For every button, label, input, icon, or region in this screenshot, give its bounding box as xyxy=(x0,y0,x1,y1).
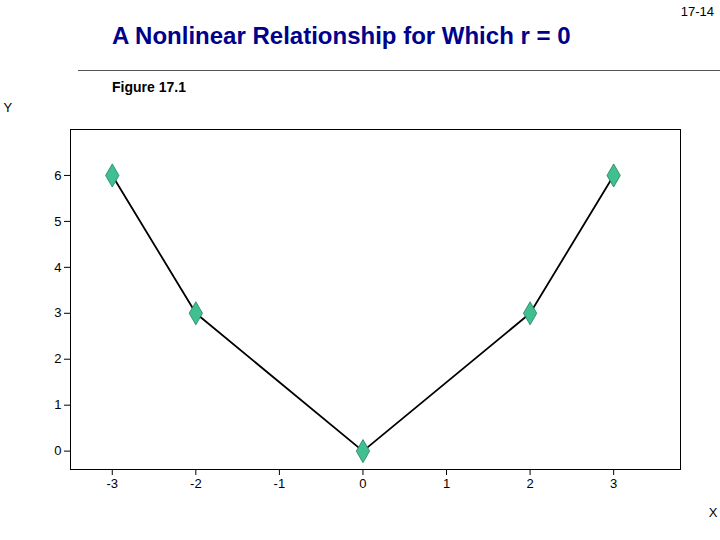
svg-text:1: 1 xyxy=(443,476,450,491)
svg-text:4: 4 xyxy=(54,259,61,274)
svg-text:3: 3 xyxy=(610,476,617,491)
svg-text:X: X xyxy=(709,505,718,520)
svg-text:0: 0 xyxy=(54,443,61,458)
svg-text:-2: -2 xyxy=(190,476,202,491)
svg-text:-1: -1 xyxy=(274,476,286,491)
svg-text:5: 5 xyxy=(54,214,61,229)
html-text:17-14: 17-14 xyxy=(680,4,714,19)
svg-text:1: 1 xyxy=(54,397,61,412)
html-text:A Nonlinear Relationship for W: A Nonlinear Relationship for Which r = 0 xyxy=(112,22,571,49)
html-text:Figure 17.1: Figure 17.1 xyxy=(112,79,186,95)
svg-text:Y: Y xyxy=(4,100,13,115)
svg-text:0: 0 xyxy=(359,476,366,491)
svg-text:2: 2 xyxy=(526,476,533,491)
svg-text:2: 2 xyxy=(54,351,61,366)
svg-text:6: 6 xyxy=(54,168,61,183)
svg-text:3: 3 xyxy=(54,305,61,320)
svg-text:-3: -3 xyxy=(106,476,118,491)
